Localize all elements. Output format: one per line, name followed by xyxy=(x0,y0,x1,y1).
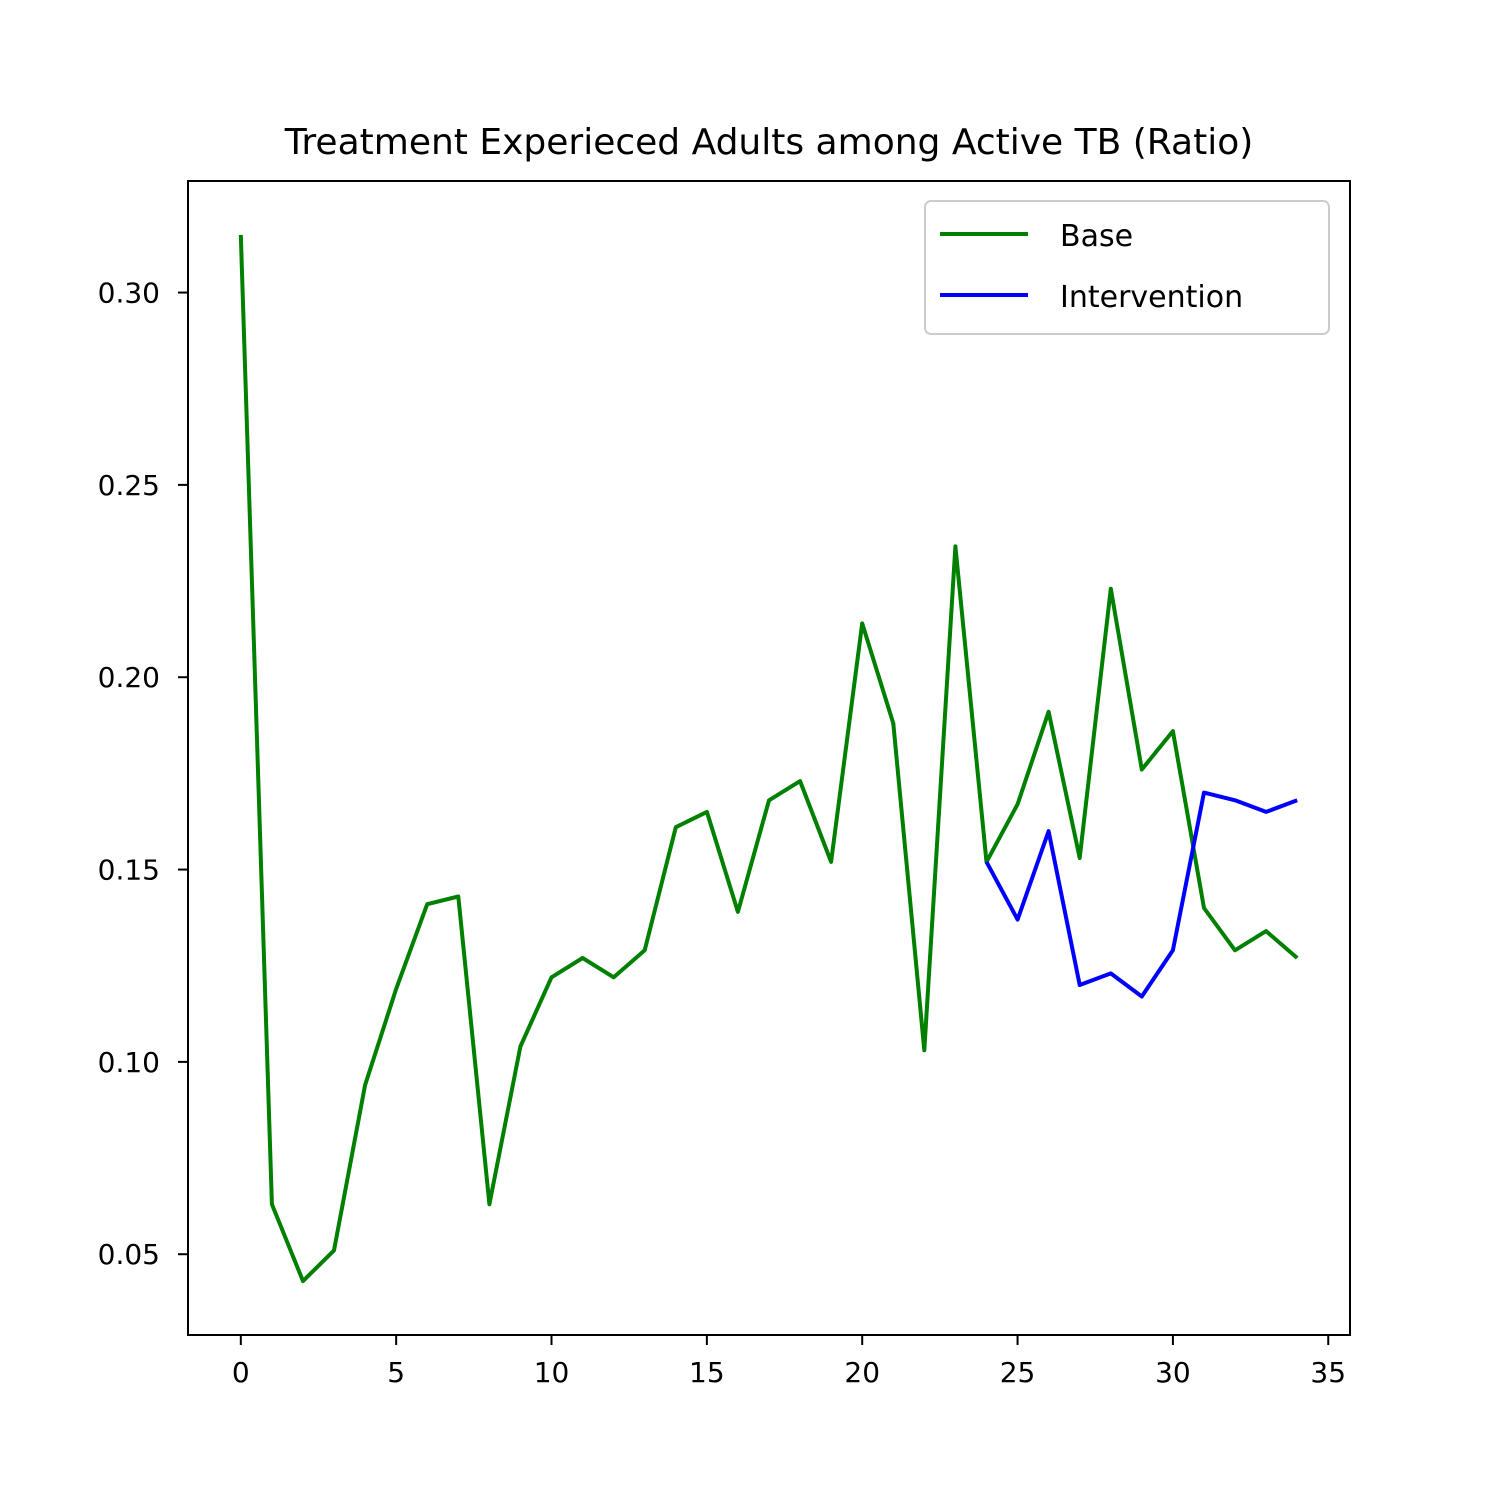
legend-label-intervention: Intervention xyxy=(1060,280,1243,315)
x-tick-label: 10 xyxy=(534,1356,570,1389)
x-tick-label: 20 xyxy=(844,1356,880,1389)
x-tick-label: 35 xyxy=(1310,1356,1346,1389)
y-axis: 0.05 0.10 0.15 0.20 0.25 0.30 xyxy=(98,277,188,1271)
series-line-base xyxy=(238,234,1299,1284)
y-tick-label: 0.20 xyxy=(98,661,160,694)
x-tick-label: 5 xyxy=(387,1356,405,1389)
x-tick-label: 15 xyxy=(689,1356,725,1389)
series-layer xyxy=(238,234,1299,1284)
series-line-intervention xyxy=(984,790,1298,999)
legend: Base Intervention xyxy=(924,200,1330,335)
y-tick-label: 0.10 xyxy=(98,1046,160,1079)
plot-frame xyxy=(187,180,1351,1336)
x-tick-label: 25 xyxy=(1000,1356,1036,1389)
legend-label-base: Base xyxy=(1060,219,1133,254)
x-tick-label: 0 xyxy=(232,1356,250,1389)
chart-title: Treatment Experieced Adults among Active… xyxy=(284,122,1254,163)
y-tick-label: 0.25 xyxy=(98,469,160,502)
x-tick-label: 30 xyxy=(1155,1356,1191,1389)
y-tick-label: 0.15 xyxy=(98,854,160,887)
y-tick-label: 0.05 xyxy=(98,1238,160,1271)
x-axis: 0 5 10 15 20 25 30 35 xyxy=(232,1335,1346,1389)
y-tick-label: 0.30 xyxy=(98,277,160,310)
